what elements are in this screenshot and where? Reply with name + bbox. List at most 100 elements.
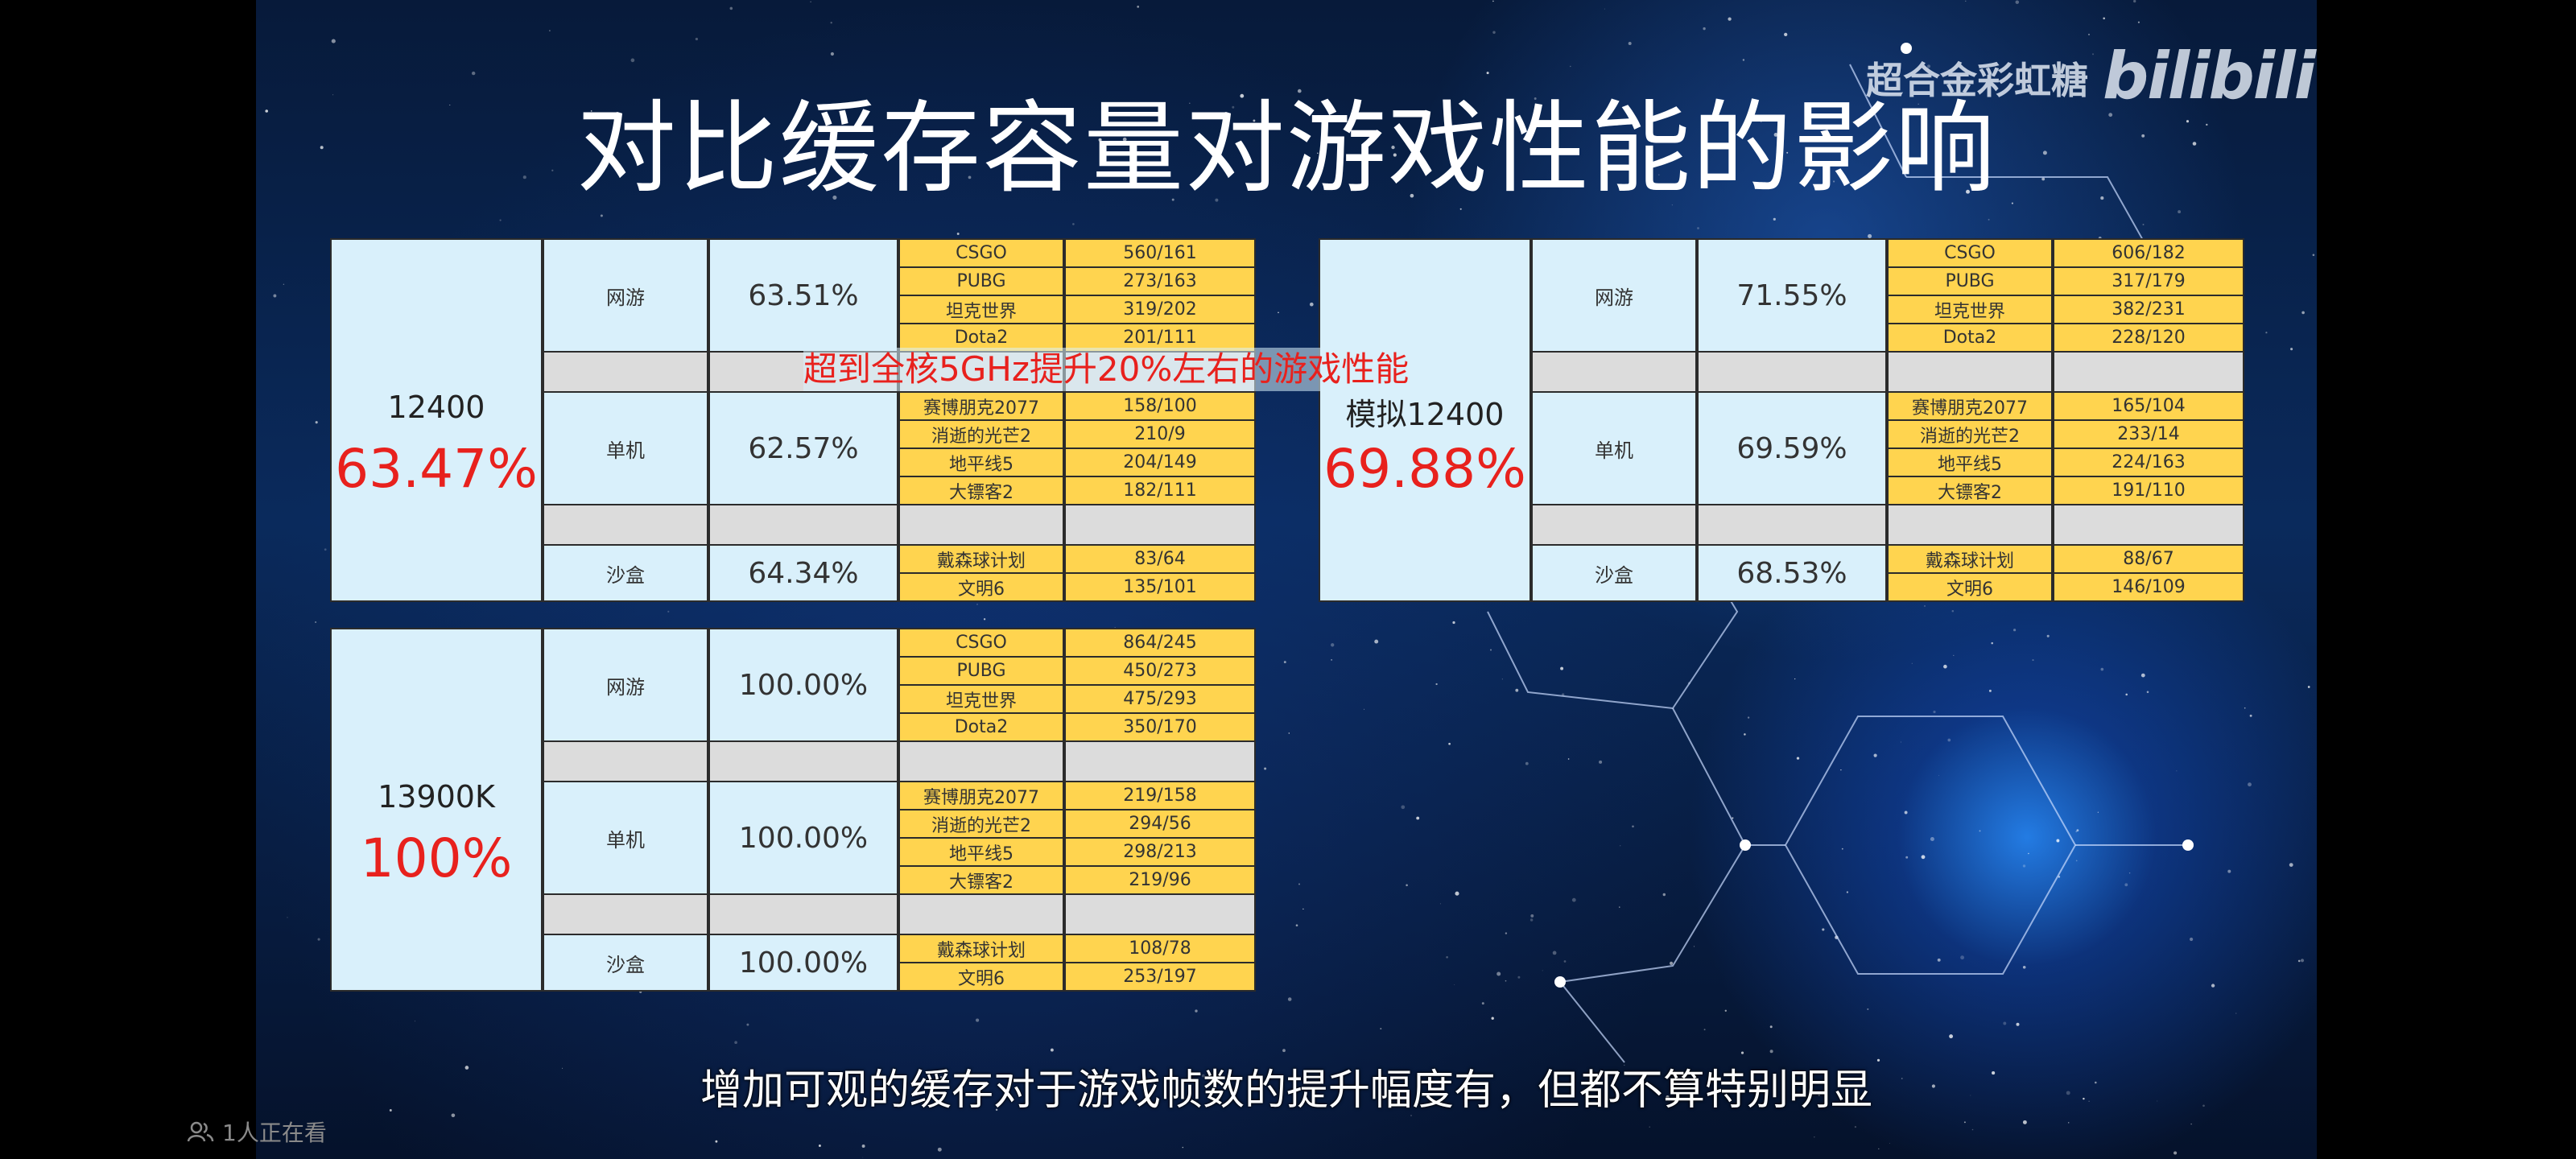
empty-row-cell	[900, 505, 1063, 544]
game-fps-value: 219/96	[1066, 867, 1254, 893]
overclock-annotation: 超到全核5GHz提升20%左右的游戏性能	[803, 348, 1410, 391]
game-name: 文明6	[900, 963, 1063, 990]
game-name: PUBG	[900, 658, 1063, 684]
game-fps-value: 253/197	[1066, 963, 1254, 990]
game-name: PUBG	[900, 268, 1063, 295]
cpu-overall-percent: 69.88%	[1323, 438, 1526, 500]
category-percent: 62.57%	[710, 393, 897, 504]
game-name: Dota2	[1889, 324, 2051, 351]
category-label: 网游	[544, 629, 707, 740]
game-name: 坦克世界	[900, 686, 1063, 712]
game-fps-value: 382/231	[2054, 296, 2243, 323]
category-label: 单机	[544, 782, 707, 893]
category-label: 沙盒	[544, 935, 707, 990]
game-fps-value: 298/213	[1066, 839, 1254, 865]
viewer-count-text: 1人正在看	[222, 1120, 327, 1146]
category-percent: 100.00%	[710, 629, 897, 740]
game-fps-value: 210/9	[1066, 421, 1254, 448]
game-name: PUBG	[1889, 268, 2051, 295]
empty-row-cell	[1066, 895, 1254, 934]
category-percent: 63.51%	[710, 240, 897, 351]
empty-row-cell	[1699, 353, 1885, 391]
game-name: 坦克世界	[900, 296, 1063, 323]
game-fps-value: 233/14	[2054, 421, 2243, 448]
game-name: 大镖客2	[900, 477, 1063, 504]
game-fps-value: 864/245	[1066, 629, 1254, 656]
game-name: Dota2	[900, 324, 1063, 351]
cpu-cell: 12400 63.47%	[332, 240, 541, 600]
game-fps-value: 475/293	[1066, 686, 1254, 712]
cpu-overall-percent: 100%	[360, 827, 513, 889]
cpu-cell: 13900K 100%	[332, 629, 541, 990]
empty-row-cell	[1889, 353, 2051, 391]
game-fps-value: 350/170	[1066, 714, 1254, 740]
game-fps-value: 83/64	[1066, 546, 1254, 572]
game-name: 消逝的光芒2	[1889, 421, 2051, 448]
category-label: 沙盒	[544, 546, 707, 600]
empty-row-cell	[900, 742, 1063, 781]
empty-row-cell	[1066, 505, 1254, 544]
game-name: 地平线5	[900, 839, 1063, 865]
game-name: 大镖客2	[1889, 477, 2051, 504]
slide-title: 对比缓存容量对游戏性能的影响	[576, 91, 1996, 207]
game-name: Dota2	[900, 714, 1063, 740]
game-fps-value: 204/149	[1066, 449, 1254, 476]
game-fps-value: 228/120	[2054, 324, 2243, 351]
cpu-overall-percent: 63.47%	[335, 438, 538, 500]
game-fps-value: 88/67	[2054, 546, 2243, 572]
uploader-name: 超合金彩虹糖	[1866, 59, 2088, 102]
panel-simulated-12400: 模拟12400 69.88% 网游 71.55% CSGO 606/182 PUBG 317/…	[1319, 238, 2244, 602]
game-name: 地平线5	[1889, 449, 2051, 476]
game-name: 戴森球计划	[1889, 546, 2051, 572]
empty-row-cell	[1889, 505, 2051, 544]
category-label: 网游	[1533, 240, 1695, 351]
game-fps-value: 191/110	[2054, 477, 2243, 504]
game-fps-value: 319/202	[1066, 296, 1254, 323]
game-fps-value: 606/182	[2054, 240, 2243, 266]
viewer-count: 1人正在看	[187, 1116, 327, 1148]
cpu-name: 12400	[387, 390, 485, 425]
panel-12400: 12400 63.47% 网游 63.51% CSGO 560/161 PUBG 273/16…	[330, 238, 1256, 602]
game-name: 地平线5	[900, 449, 1063, 476]
game-fps-value: 165/104	[2054, 393, 2243, 419]
category-percent: 100.00%	[710, 935, 897, 990]
game-name: 文明6	[1889, 574, 2051, 600]
empty-row-cell	[544, 353, 707, 391]
category-label: 单机	[1533, 393, 1695, 504]
empty-row-cell	[544, 895, 707, 934]
game-name: CSGO	[1889, 240, 2051, 266]
empty-row-cell	[1533, 505, 1695, 544]
empty-row-cell	[2054, 353, 2243, 391]
game-name: 赛博朋克2077	[900, 393, 1063, 419]
category-percent: 100.00%	[710, 782, 897, 893]
game-name: 赛博朋克2077	[900, 782, 1063, 809]
game-fps-value: 135/101	[1066, 574, 1254, 600]
category-percent: 71.55%	[1699, 240, 1885, 351]
game-name: CSGO	[900, 629, 1063, 656]
game-fps-value: 273/163	[1066, 268, 1254, 295]
video-frame[interactable]: 超合金彩虹糖 bilibili 对比缓存容量对游戏性能的影响 12400 63.47…	[256, 0, 2317, 1159]
empty-row-cell	[2054, 505, 2243, 544]
category-label: 沙盒	[1533, 546, 1695, 600]
empty-row-cell	[1533, 353, 1695, 391]
uploader-watermark: 超合金彩虹糖 bilibili	[1866, 39, 2316, 113]
empty-row-cell	[900, 895, 1063, 934]
game-fps-value: 317/179	[2054, 268, 2243, 295]
cpu-cell: 模拟12400 69.88%	[1320, 240, 1530, 600]
game-name: 消逝的光芒2	[900, 810, 1063, 837]
empty-row-cell	[710, 895, 897, 934]
empty-row-cell	[544, 505, 707, 544]
empty-row-cell	[1699, 505, 1885, 544]
game-fps-value: 182/111	[1066, 477, 1254, 504]
game-fps-value: 146/109	[2054, 574, 2243, 600]
panel-13900k: 13900K 100% 网游 100.00% CSGO 864/245 PUBG 450/27…	[330, 628, 1256, 992]
game-name: 戴森球计划	[900, 546, 1063, 572]
bilibili-logo: bilibili	[2103, 39, 2316, 113]
cpu-name: 模拟12400	[1345, 397, 1505, 432]
game-name: 消逝的光芒2	[900, 421, 1063, 448]
category-percent: 64.34%	[710, 546, 897, 600]
game-fps-value: 560/161	[1066, 240, 1254, 266]
empty-row-cell	[544, 742, 707, 781]
game-name: 戴森球计划	[900, 935, 1063, 962]
game-fps-value: 158/100	[1066, 393, 1254, 419]
